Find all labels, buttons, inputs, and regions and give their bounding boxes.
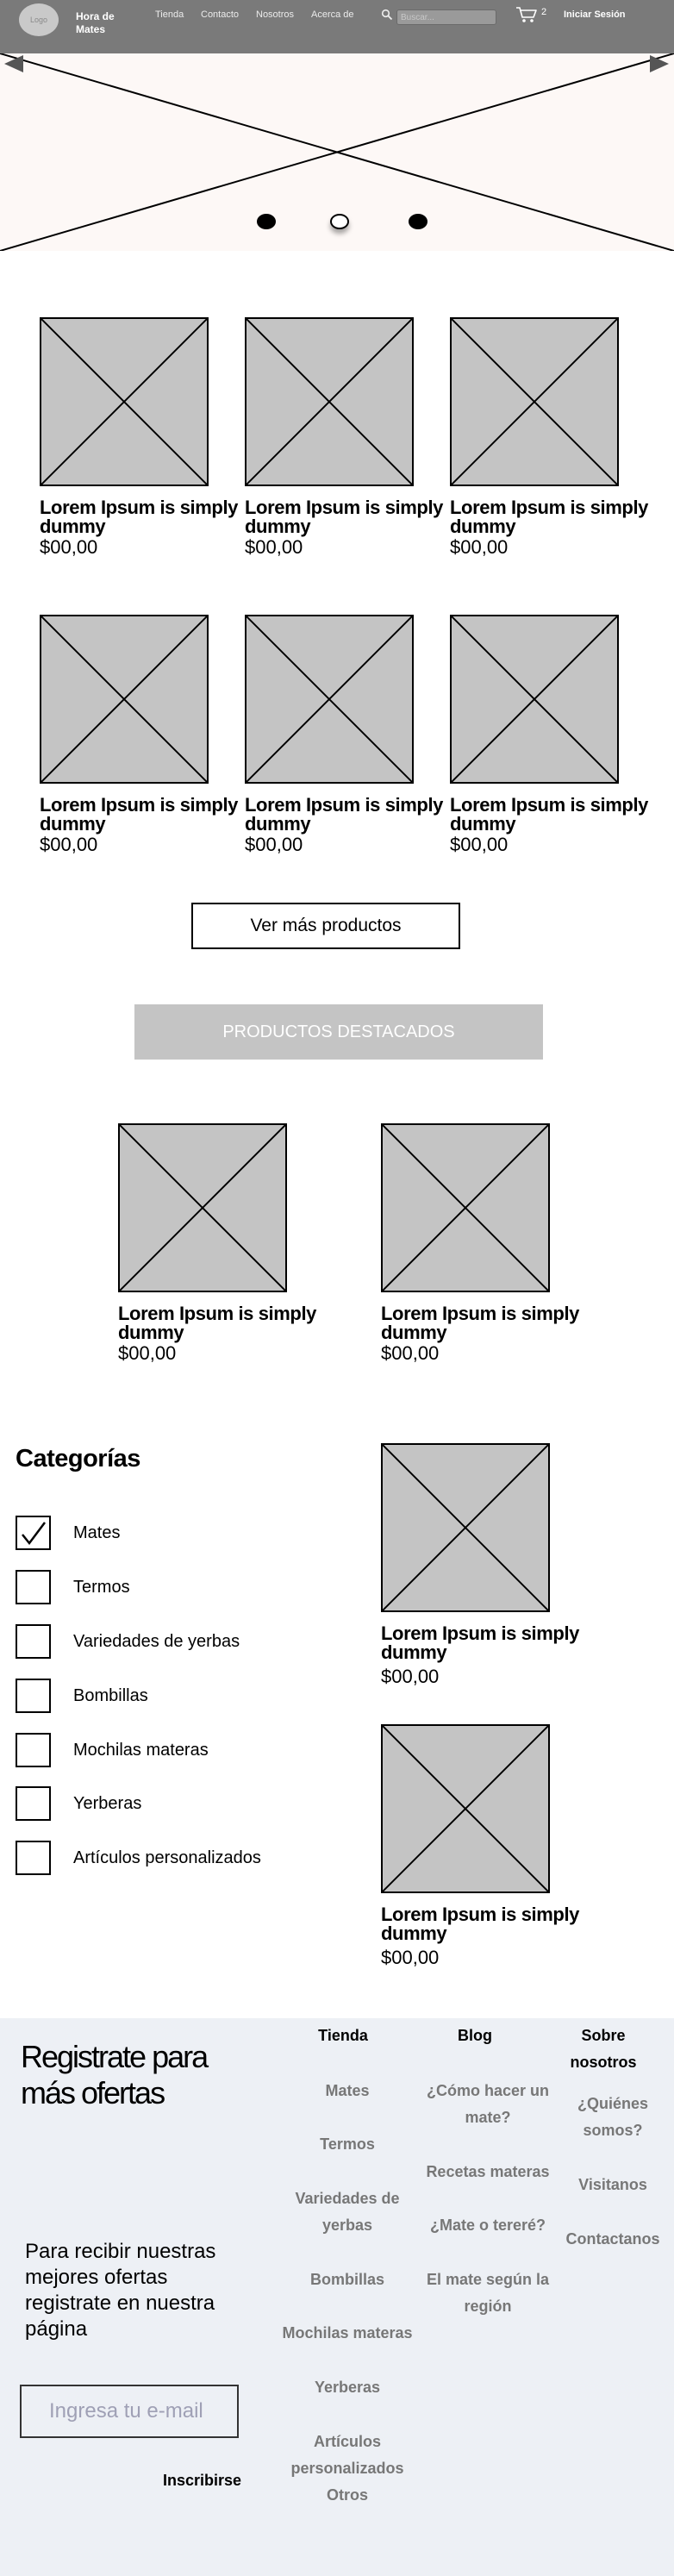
footer-description: Para recibir nuestras mejores ofertas re… [25, 2240, 216, 2341]
product-price: $00,00 [381, 1342, 440, 1364]
category-item-mates[interactable]: Mates [16, 1516, 309, 1550]
category-label: Mochilas materas [73, 1741, 209, 1760]
product-image-placeholder [450, 615, 619, 784]
product-title: Lorem Ipsum is simply dummy [450, 794, 649, 835]
footer-link[interactable]: ¿Mate o tereré? [429, 2216, 546, 2234]
product-title: Lorem Ipsum is simply dummy [381, 1623, 580, 1663]
cart-icon[interactable] [515, 5, 538, 24]
carousel-dot-1[interactable] [257, 214, 276, 229]
category-item-bombillas[interactable]: Bombillas [16, 1679, 309, 1713]
footer-link[interactable]: ¿Quiénes somos? [577, 2095, 649, 2139]
nav-link-tienda[interactable]: Tienda [155, 9, 184, 20]
product-image-placeholder [40, 317, 209, 486]
category-item-mochilas-materas[interactable]: Mochilas materas [16, 1733, 309, 1767]
footer-column-title-tienda: Tienda [318, 2027, 368, 2044]
category-label: Mates [73, 1523, 121, 1542]
category-item-yerberas[interactable]: Yerberas [16, 1786, 309, 1821]
category-item-termos[interactable]: Termos [16, 1570, 309, 1604]
carousel-next-arrow-icon[interactable] [646, 53, 671, 74]
footer-heading: Registrate para más ofertas [21, 2039, 209, 2110]
category-checkbox[interactable] [16, 1733, 51, 1767]
category-checkbox[interactable] [16, 1570, 51, 1604]
product-price: $00,00 [381, 1947, 440, 1968]
footer-link[interactable]: Visitanos [578, 2176, 647, 2193]
nav-link-acerca-de[interactable]: Acerca de [311, 9, 354, 20]
footer: Registrate para más ofertas Para recibir… [0, 2018, 674, 2576]
footer-link[interactable]: Mates [325, 2082, 370, 2099]
category-item-articulos-personalizados[interactable]: Artículos personalizados [16, 1841, 309, 1875]
nav-link-contacto[interactable]: Contacto [201, 9, 240, 20]
carousel-dot-3[interactable] [409, 214, 427, 229]
footer-link[interactable]: Contactanos [565, 2230, 660, 2248]
top-navbar: Logo Hora de Mates Tienda Contacto Nosot… [0, 0, 674, 53]
product-title: Lorem Ipsum is simply dummy [245, 794, 444, 835]
footer-column-title-sobre-nosotros: Sobre nosotros [570, 2027, 637, 2071]
footer-link[interactable]: Mochilas materas [282, 2324, 413, 2342]
product-title: Lorem Ipsum is simply dummy [245, 497, 444, 537]
product-image-placeholder [40, 615, 209, 784]
product-title: Lorem Ipsum is simply dummy [381, 1303, 580, 1343]
product-title: Lorem Ipsum is simply dummy [450, 497, 649, 537]
product-image-placeholder [450, 317, 619, 486]
product-price: $00,00 [450, 536, 509, 558]
product-image-placeholder [245, 317, 414, 486]
search-input[interactable] [396, 9, 496, 25]
login-link[interactable]: Iniciar Sesión [564, 9, 626, 20]
footer-link[interactable]: Artículos personalizados [290, 2433, 404, 2477]
more-products-button[interactable]: Ver más productos [191, 903, 460, 949]
category-label: Yerberas [73, 1794, 142, 1813]
categories-title: Categorías [16, 1445, 140, 1472]
category-checkbox[interactable] [16, 1786, 51, 1821]
category-label: Variedades de yerbas [73, 1632, 240, 1651]
product-image-placeholder [381, 1443, 550, 1612]
product-price: $00,00 [40, 834, 98, 855]
product-image-placeholder [245, 615, 414, 784]
category-checkbox[interactable] [16, 1841, 51, 1875]
hero-carousel [0, 53, 674, 251]
footer-link[interactable]: Yerberas [314, 2379, 381, 2396]
footer-link[interactable]: Variedades de yerbas [295, 2190, 400, 2234]
product-image-placeholder [381, 1724, 550, 1893]
category-label: Bombillas [73, 1686, 148, 1705]
category-label: Termos [73, 1578, 130, 1597]
footer-link[interactable]: ¿Cómo hacer un mate? [426, 2082, 549, 2126]
checkmark-icon [22, 1522, 46, 1546]
product-price: $00,00 [245, 834, 303, 855]
category-checkbox[interactable] [16, 1679, 51, 1713]
product-image-placeholder [118, 1123, 287, 1292]
product-title: Lorem Ipsum is simply dummy [381, 1904, 580, 1944]
email-field[interactable] [20, 2385, 239, 2438]
subscribe-button[interactable]: Inscribirse [163, 2472, 242, 2489]
nav-link-nosotros[interactable]: Nosotros [256, 9, 295, 20]
product-title: Lorem Ipsum is simply dummy [118, 1303, 317, 1343]
cart-count-badge: 2 [541, 7, 547, 17]
category-label: Artículos personalizados [73, 1848, 261, 1867]
search-icon[interactable] [381, 9, 393, 21]
product-price: $00,00 [381, 1666, 440, 1687]
product-price: $00,00 [245, 536, 303, 558]
product-title: Lorem Ipsum is simply dummy [40, 497, 239, 537]
category-checkbox[interactable] [16, 1516, 51, 1550]
product-price: $00,00 [118, 1342, 177, 1364]
product-title: Lorem Ipsum is simply dummy [40, 794, 239, 835]
featured-section-title: PRODUCTOS DESTACADOS [134, 1004, 543, 1060]
footer-link[interactable]: Bombillas [309, 2271, 385, 2288]
footer-link[interactable]: Termos [320, 2135, 375, 2153]
footer-link[interactable]: El mate según la región [426, 2271, 550, 2315]
product-price: $00,00 [450, 834, 509, 855]
hero-image-placeholder [0, 53, 674, 251]
carousel-dot-2[interactable] [330, 214, 349, 229]
footer-link[interactable]: Recetas materas [426, 2163, 550, 2180]
category-item-variedades-de-yerbas[interactable]: Variedades de yerbas [16, 1624, 309, 1659]
logo[interactable]: Logo [19, 3, 59, 36]
carousel-prev-arrow-icon[interactable] [3, 53, 27, 74]
footer-column-title-blog: Blog [458, 2027, 492, 2044]
category-checkbox[interactable] [16, 1624, 51, 1659]
product-price: $00,00 [40, 536, 98, 558]
brand-name[interactable]: Hora de Mates [76, 10, 115, 35]
product-image-placeholder [381, 1123, 550, 1292]
footer-link[interactable]: Otros [326, 2486, 368, 2504]
